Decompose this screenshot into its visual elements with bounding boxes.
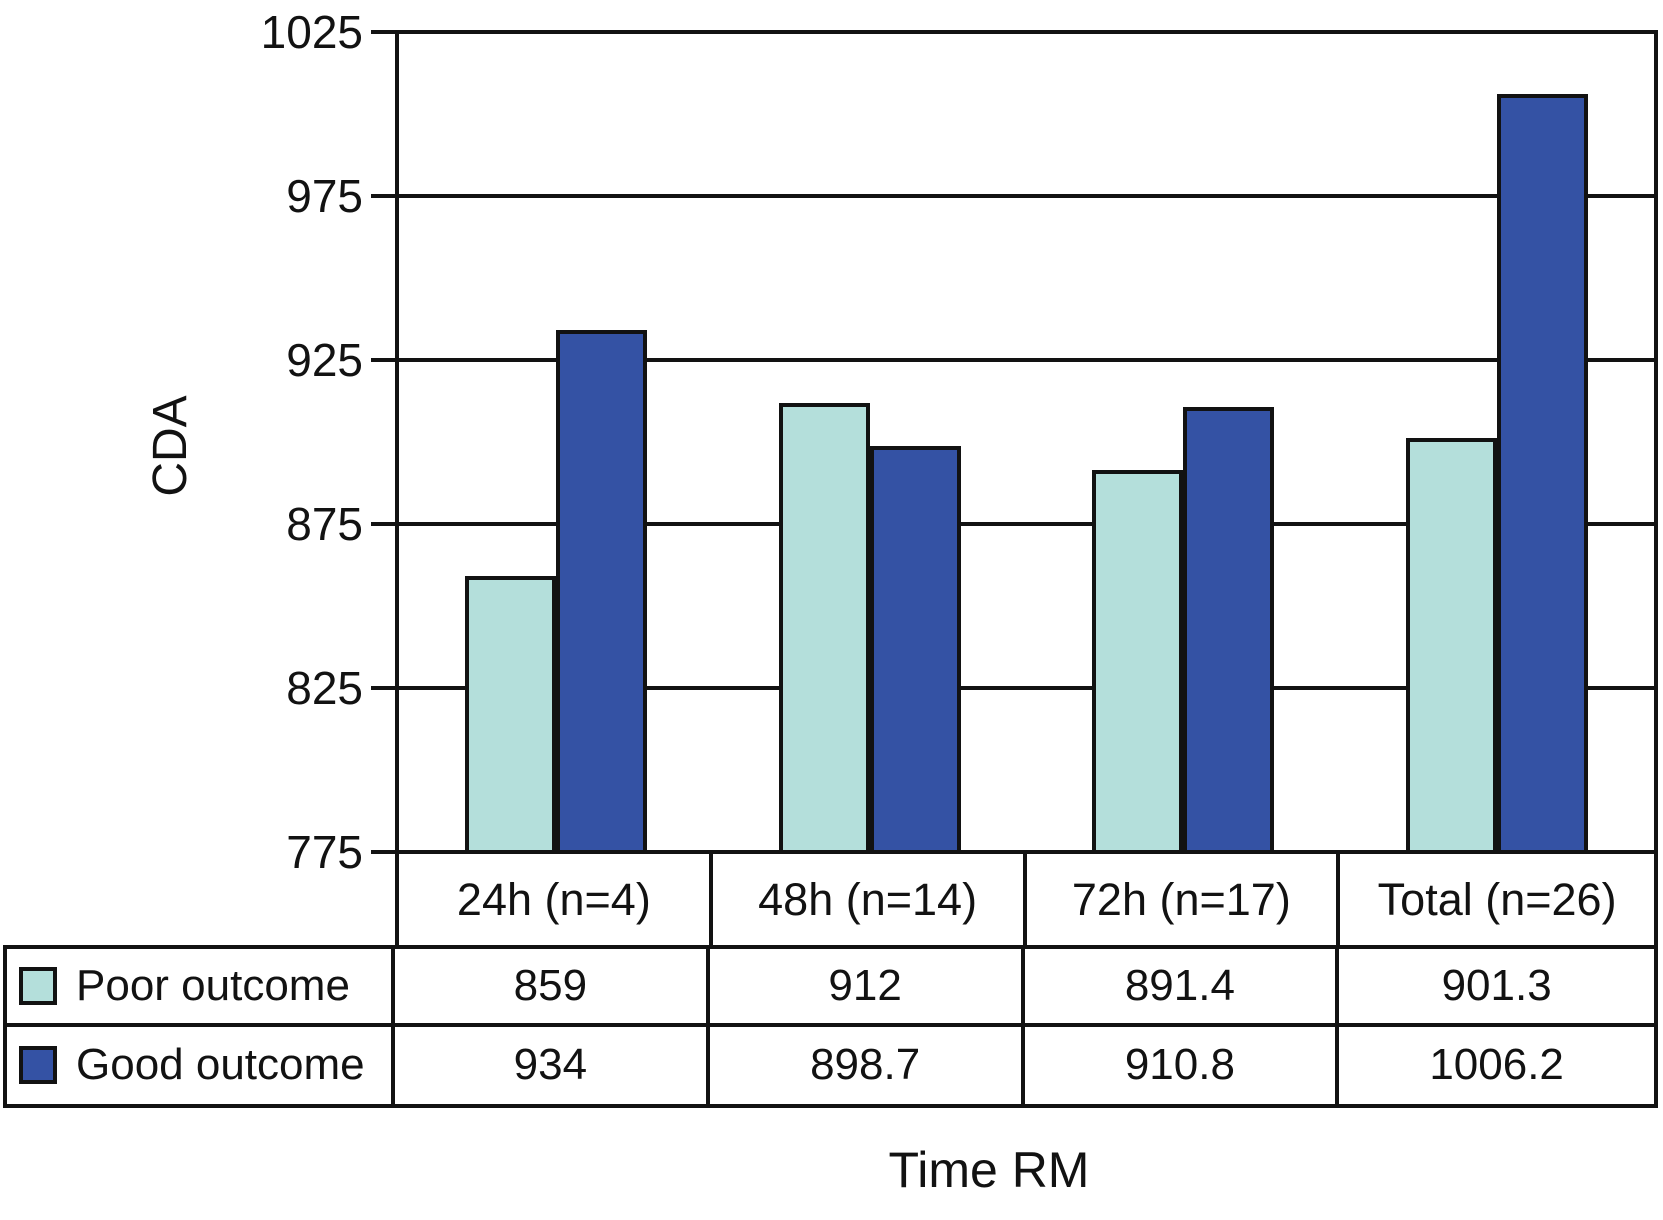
table-cell-good-24h: 934: [395, 1026, 710, 1104]
gridline: [399, 686, 1654, 690]
gridline: [399, 30, 1654, 34]
x-axis-baseline: [399, 850, 1654, 854]
category-label-48h: 48h (n=14): [713, 854, 1027, 945]
y-tick-mark: [371, 522, 395, 526]
category-header-row: 24h (n=4) 48h (n=14) 72h (n=17) Total (n…: [399, 854, 1654, 945]
bar-group-72h: [1027, 32, 1341, 852]
legend-item-poor-outcome: Poor outcome: [7, 949, 395, 1027]
bar-poor-total: [1406, 437, 1498, 852]
y-axis-line: [395, 30, 399, 945]
legend-label-poor-outcome: Poor outcome: [76, 960, 350, 1010]
y-tick-label: 975: [286, 170, 363, 222]
legend-label-good-outcome: Good outcome: [76, 1040, 365, 1090]
bar-group-total: [1340, 32, 1654, 852]
y-tick-label: 775: [286, 826, 363, 878]
bar-good-total: [1497, 93, 1589, 852]
category-label-24h: 24h (n=4): [399, 854, 713, 945]
category-label-total: Total (n=26): [1377, 873, 1617, 925]
table-cell-poor-total: 901.3: [1339, 949, 1654, 1027]
y-tick-mark: [371, 30, 395, 34]
gridline: [399, 358, 1654, 362]
gridline: [399, 522, 1654, 526]
table-cell-good-72h: 910.8: [1025, 1026, 1340, 1104]
y-tick-mark: [371, 358, 395, 362]
table-cell-good-48h: 898.7: [710, 1026, 1025, 1104]
y-tick-label: 875: [286, 498, 363, 550]
y-tick-label: 1025: [260, 6, 363, 58]
x-axis-title: Time RM: [888, 1142, 1090, 1198]
gridline: [399, 194, 1654, 198]
category-label-72h: 72h (n=17): [1027, 854, 1341, 945]
table-cell-poor-48h: 912: [709, 949, 1025, 1027]
table-cell-good-total: 1006.2: [1429, 1040, 1564, 1090]
y-tick-label: 925: [286, 334, 363, 386]
table-cell-poor-72h: 891.4: [1024, 949, 1340, 1027]
bar-good-24h: [555, 330, 647, 852]
plot-right-border: [1654, 30, 1658, 945]
y-tick-label: 825: [286, 662, 363, 714]
table-cell-poor-24h: 859: [395, 949, 710, 1027]
legend-swatch-good-outcome-icon: [19, 1046, 57, 1085]
bar-poor-24h: [464, 576, 556, 852]
bar-good-48h: [869, 446, 961, 852]
bar-poor-48h: [778, 402, 870, 852]
bar-group-48h: [713, 32, 1027, 852]
legend-swatch-poor-outcome-icon: [19, 966, 57, 1005]
bar-poor-72h: [1092, 470, 1184, 852]
y-tick-mark: [371, 850, 395, 854]
bar-good-72h: [1183, 406, 1275, 852]
bar-group-24h: [399, 32, 713, 852]
y-tick-mark: [371, 194, 395, 198]
y-tick-mark: [371, 686, 395, 690]
legend-item-good-outcome: Good outcome: [7, 1026, 395, 1104]
data-table: Poor outcome 859 912 891.4 901.3 Good ou…: [3, 945, 1658, 1108]
plot-area: [399, 30, 1654, 854]
